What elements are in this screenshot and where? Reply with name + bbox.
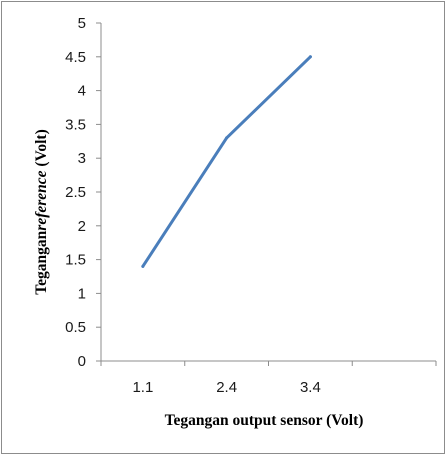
y-tick-label: 0 <box>78 353 86 370</box>
y-axis-ticks <box>96 22 101 362</box>
x-tick-label: 3.4 <box>300 379 321 396</box>
x-axis-title: Tegangan output sensor (Volt) <box>165 412 364 429</box>
y-tick-label: 2 <box>78 218 86 235</box>
y-axis-title-prefix: Tegangan <box>33 230 50 294</box>
y-tick-label: 1.5 <box>65 252 86 269</box>
y-tick-label: 4.5 <box>65 49 86 66</box>
y-tick-label: 0.5 <box>65 319 86 336</box>
x-axis-ticks <box>100 361 437 366</box>
y-tick-label: 5 <box>78 15 86 32</box>
x-tick-label: 1.1 <box>132 379 153 396</box>
y-tick-label: 2.5 <box>65 184 86 201</box>
x-tick-label: 2.4 <box>216 379 237 396</box>
series-lines <box>141 55 312 268</box>
y-tick-label: 3.5 <box>65 116 86 133</box>
x-axis-tick-labels: 1.1 2.4 3.4 <box>132 379 320 396</box>
data-point <box>308 55 312 59</box>
y-axis-tick-labels: 0 0.5 1 1.5 2 2.5 3 3.5 4 4.5 5 <box>65 15 86 370</box>
y-tick-label: 1 <box>78 285 86 302</box>
data-point <box>225 136 229 140</box>
data-point <box>141 264 145 268</box>
y-axis-title: Teganganreference (Volt) <box>33 129 50 294</box>
y-tick-label: 3 <box>78 150 86 167</box>
y-tick-label: 4 <box>78 83 86 100</box>
y-axis-title-suffix: (Volt) <box>33 129 50 170</box>
y-axis-title-italic: reference <box>33 170 50 230</box>
series-line <box>141 55 312 268</box>
